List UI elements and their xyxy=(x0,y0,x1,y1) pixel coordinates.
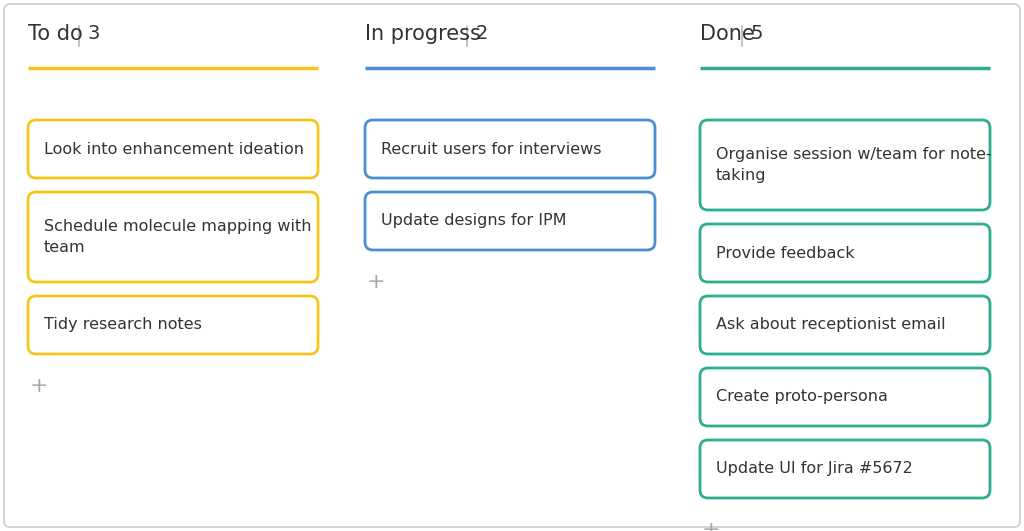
Text: Provide feedback: Provide feedback xyxy=(716,245,855,261)
Text: Tidy research notes: Tidy research notes xyxy=(44,318,202,332)
FancyBboxPatch shape xyxy=(700,296,990,354)
Text: To do: To do xyxy=(28,24,83,44)
FancyBboxPatch shape xyxy=(365,192,655,250)
Text: +: + xyxy=(702,520,721,531)
Text: Schedule molecule mapping with
team: Schedule molecule mapping with team xyxy=(44,219,311,255)
FancyBboxPatch shape xyxy=(700,120,990,210)
FancyBboxPatch shape xyxy=(700,224,990,282)
Text: Update designs for IPM: Update designs for IPM xyxy=(381,213,566,228)
Text: Update UI for Jira #5672: Update UI for Jira #5672 xyxy=(716,461,912,476)
Text: Recruit users for interviews: Recruit users for interviews xyxy=(381,141,601,157)
FancyBboxPatch shape xyxy=(365,120,655,178)
Text: In progress: In progress xyxy=(365,24,481,44)
Text: +: + xyxy=(367,272,386,292)
FancyBboxPatch shape xyxy=(700,440,990,498)
Text: 2: 2 xyxy=(475,24,487,43)
Text: Create proto-persona: Create proto-persona xyxy=(716,390,888,405)
FancyBboxPatch shape xyxy=(28,192,318,282)
Text: Organise session w/team for note-
taking: Organise session w/team for note- taking xyxy=(716,147,992,183)
FancyBboxPatch shape xyxy=(700,368,990,426)
Text: 5: 5 xyxy=(751,24,764,43)
Text: Ask about receptionist email: Ask about receptionist email xyxy=(716,318,945,332)
Text: 3: 3 xyxy=(87,24,100,43)
FancyBboxPatch shape xyxy=(28,296,318,354)
Text: +: + xyxy=(30,376,48,396)
Text: Look into enhancement ideation: Look into enhancement ideation xyxy=(44,141,304,157)
Text: Done: Done xyxy=(700,24,755,44)
FancyBboxPatch shape xyxy=(28,120,318,178)
